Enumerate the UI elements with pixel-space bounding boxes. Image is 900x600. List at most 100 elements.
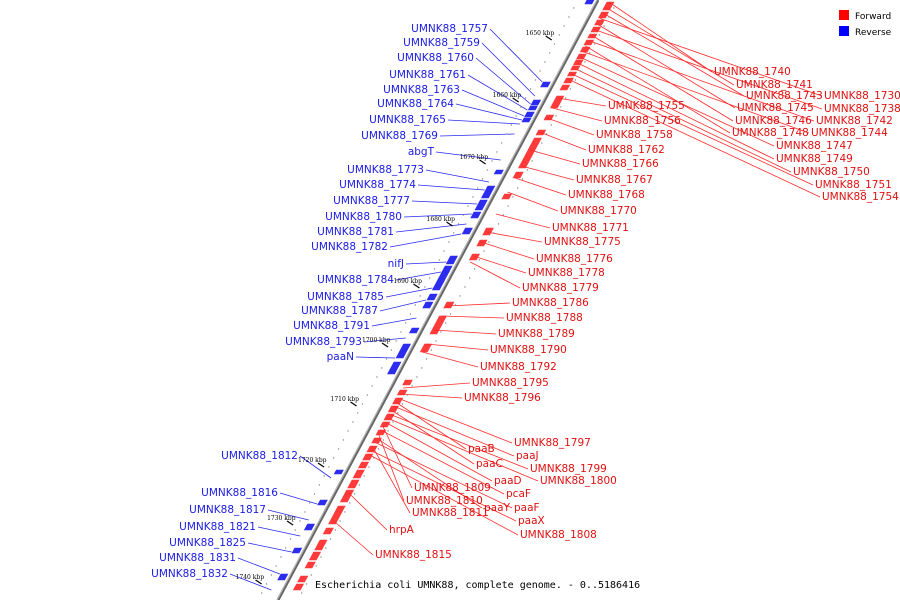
gene-feature[interactable] — [347, 479, 360, 489]
gene-label-reverse[interactable]: paaN — [327, 351, 354, 363]
gene-label-forward[interactable]: UMNK88_1778 — [528, 267, 605, 279]
gene-label-forward[interactable]: UMNK88_1799 — [530, 463, 607, 475]
gene-feature[interactable] — [317, 499, 328, 506]
gene-label-forward[interactable]: UMNK88_1775 — [544, 236, 621, 248]
gene-label-forward[interactable]: UMNK88_1776 — [536, 253, 613, 265]
gene-feature[interactable] — [429, 315, 447, 335]
gene-feature[interactable] — [570, 65, 581, 71]
gene-label-reverse[interactable]: UMNK88_1760 — [397, 52, 474, 64]
gene-feature[interactable] — [352, 469, 365, 479]
gene-feature[interactable] — [521, 117, 532, 123]
gene-label-forward[interactable]: UMNK88_1754 — [822, 191, 899, 203]
gene-feature[interactable] — [383, 413, 395, 421]
gene-feature[interactable] — [530, 99, 542, 106]
gene-label-forward[interactable]: UMNK88_1800 — [540, 475, 617, 487]
gene-label-forward[interactable]: UMNK88_1795 — [472, 377, 549, 389]
gene-label-reverse[interactable]: UMNK88_1787 — [301, 305, 378, 317]
gene-label-forward[interactable]: UMNK88_1796 — [464, 392, 541, 404]
gene-label-forward[interactable]: UMNK88_1744 — [811, 127, 888, 139]
gene-feature[interactable] — [524, 111, 535, 118]
gene-feature[interactable] — [470, 211, 482, 219]
gene-label-forward[interactable]: UMNK88_1751 — [815, 179, 892, 191]
gene-label-reverse[interactable]: UMNK88_1816 — [201, 487, 278, 499]
gene-label-forward[interactable]: UMNK88_1730 — [824, 90, 900, 102]
gene-label-forward[interactable]: UMNK88_1755 — [608, 100, 685, 112]
gene-label-forward[interactable]: UMNK88_1766 — [582, 158, 659, 170]
gene-feature[interactable] — [304, 561, 316, 569]
gene-feature[interactable] — [512, 171, 524, 179]
gene-label-forward[interactable]: pcaF — [506, 488, 531, 500]
gene-label-forward[interactable]: UMNK88_1789 — [498, 328, 575, 340]
gene-label-forward[interactable]: UMNK88_1771 — [552, 222, 629, 234]
gene-label-forward[interactable]: UMNK88_1767 — [576, 174, 653, 186]
gene-label-forward[interactable]: UMNK88_1749 — [776, 153, 853, 165]
gene-label-reverse[interactable]: UMNK88_1774 — [339, 179, 416, 191]
gene-feature[interactable] — [527, 105, 538, 111]
gene-feature[interactable] — [303, 523, 316, 531]
gene-label-forward[interactable]: UMNK88_1768 — [568, 189, 645, 201]
gene-label-reverse[interactable]: UMNK88_1765 — [369, 114, 446, 126]
gene-feature[interactable] — [387, 361, 402, 375]
gene-label-reverse[interactable]: UMNK88_1785 — [307, 291, 384, 303]
gene-feature[interactable] — [431, 271, 450, 291]
gene-feature[interactable] — [572, 59, 584, 66]
gene-label-forward[interactable]: UMNK88_1748 — [732, 127, 809, 139]
gene-feature[interactable] — [468, 253, 481, 261]
gene-label-forward[interactable]: UMNK88_1738 — [824, 103, 900, 115]
gene-feature[interactable] — [476, 239, 488, 247]
gene-feature[interactable] — [379, 421, 391, 428]
gene-feature[interactable] — [387, 405, 399, 413]
gene-feature[interactable] — [375, 429, 387, 436]
gene-label-forward[interactable]: UMNK88_1779 — [522, 282, 599, 294]
gene-label-forward[interactable]: paaC — [476, 458, 503, 470]
gene-label-reverse[interactable]: abgT — [408, 146, 435, 158]
gene-label-forward[interactable]: UMNK88_1797 — [514, 437, 591, 449]
gene-label-reverse[interactable]: UMNK88_1782 — [311, 241, 388, 253]
gene-feature[interactable] — [563, 77, 574, 84]
gene-label-reverse[interactable]: UMNK88_1761 — [389, 69, 466, 81]
gene-feature[interactable] — [392, 397, 404, 405]
gene-feature[interactable] — [371, 437, 382, 444]
gene-feature[interactable] — [501, 193, 513, 200]
gene-feature[interactable] — [480, 185, 496, 199]
gene-label-forward[interactable]: UMNK88_1808 — [520, 529, 597, 541]
gene-label-reverse[interactable]: UMNK88_1831 — [159, 552, 236, 564]
gene-label-forward[interactable]: UMNK88_1788 — [506, 312, 583, 324]
gene-label-forward[interactable]: UMNK88_1743 — [746, 90, 823, 102]
gene-label-reverse[interactable]: UMNK88_1769 — [361, 130, 438, 142]
gene-label-reverse[interactable]: UMNK88_1777 — [333, 195, 410, 207]
gene-feature[interactable] — [559, 84, 571, 91]
gene-label-reverse[interactable]: UMNK88_1817 — [189, 504, 266, 516]
gene-feature[interactable] — [339, 489, 355, 503]
gene-feature[interactable] — [314, 539, 328, 551]
gene-feature[interactable] — [426, 293, 438, 301]
gene-label-reverse[interactable]: UMNK88_1793 — [285, 336, 362, 348]
gene-label-reverse[interactable]: UMNK88_1763 — [383, 84, 460, 96]
gene-feature[interactable] — [277, 573, 289, 581]
gene-label-forward[interactable]: UMNK88_1810 — [406, 495, 483, 507]
gene-label-reverse[interactable]: UMNK88_1773 — [347, 164, 424, 176]
gene-feature[interactable] — [443, 301, 455, 309]
gene-label-forward[interactable]: UMNK88_1758 — [596, 129, 673, 141]
gene-label-forward[interactable]: UMNK88_1770 — [560, 205, 637, 217]
gene-label-forward[interactable]: UMNK88_1742 — [816, 115, 893, 127]
gene-label-forward[interactable]: paaF — [514, 502, 540, 514]
gene-label-reverse[interactable]: UMNK88_1764 — [377, 98, 454, 110]
gene-feature[interactable] — [540, 81, 551, 88]
gene-label-forward[interactable]: paaX — [518, 515, 545, 527]
gene-label-forward[interactable]: hrpA — [389, 524, 415, 536]
gene-feature[interactable] — [549, 95, 565, 109]
gene-feature[interactable] — [291, 547, 303, 554]
gene-feature[interactable] — [396, 389, 408, 396]
gene-label-reverse[interactable]: UMNK88_1821 — [179, 521, 256, 533]
gene-label-forward[interactable]: UMNK88_1745 — [737, 102, 814, 114]
gene-feature[interactable] — [590, 26, 602, 33]
gene-feature[interactable] — [594, 19, 605, 26]
gene-feature[interactable] — [518, 137, 542, 169]
gene-feature[interactable] — [297, 575, 309, 583]
gene-feature[interactable] — [322, 527, 334, 535]
gene-label-forward[interactable]: paaY — [484, 502, 511, 514]
gene-feature[interactable] — [543, 114, 555, 121]
gene-feature[interactable] — [587, 33, 598, 39]
gene-feature[interactable] — [535, 129, 547, 136]
